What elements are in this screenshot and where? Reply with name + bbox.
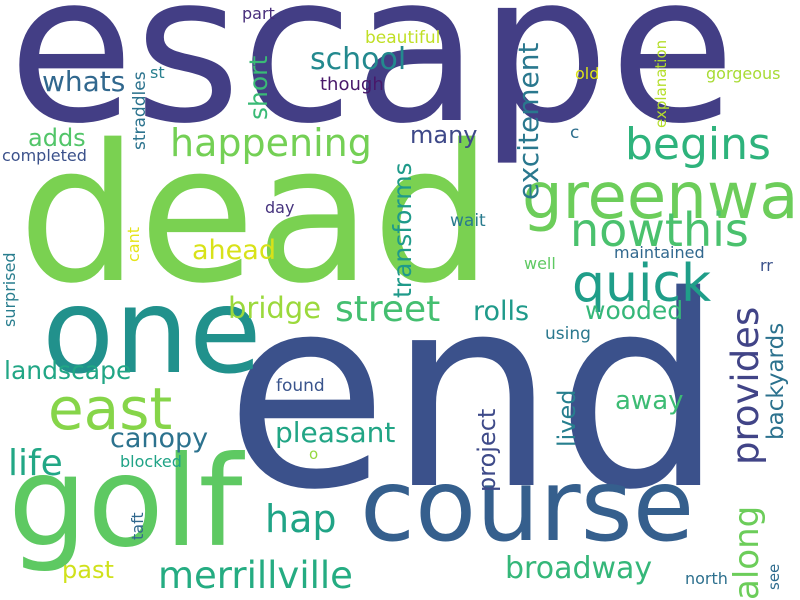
word-excitement: excitement [512,42,545,200]
word-golf: golf [8,430,243,575]
word-provides: provides [724,306,767,465]
word-short: short [244,55,273,120]
word-whats: whats [42,65,126,98]
word-day: day [265,198,295,217]
word-st: st [150,63,165,82]
word-lived: lived [553,389,581,447]
word-begins: begins [625,119,771,170]
word-wooded: wooded [585,296,684,325]
word-completed: completed [2,146,87,165]
word-o: o [309,445,319,463]
word-broadway: broadway [505,551,653,586]
word-taft: taft [128,512,147,540]
word-wait: wait [450,211,486,231]
word-part: part [242,4,275,23]
word-beautiful: beautiful [365,28,441,48]
word-end: end [225,240,725,548]
word-canopy: canopy [110,423,209,454]
word-north: north [685,569,728,588]
word-escape: escape [8,0,736,169]
word-hap: hap [265,497,337,541]
word-well: well [524,254,556,273]
word-many: many [410,121,478,149]
word-using: using [545,324,591,344]
word-transforms: transforms [388,162,417,298]
word-street: street [335,289,441,330]
word-life: life [8,443,63,484]
word-surprised: surprised [0,252,19,327]
word-east: east [48,375,173,443]
word-nowthis: nowthis [570,203,749,257]
word-bridge: bridge [228,291,322,325]
word-school: school [310,42,407,77]
word-quick: quick [572,254,712,314]
word-course: course [360,447,695,564]
word-one: one [42,262,262,400]
word-along: along [727,505,767,600]
word-c: c [570,123,580,143]
word-away: away [615,386,684,416]
word-blocked: blocked [120,452,182,471]
word-backyards: backyards [763,322,789,440]
word-gorgeous: gorgeous [706,64,781,83]
word-explanation: explanation [652,39,670,128]
word-past: past [62,556,114,584]
word-cant: cant [124,226,143,262]
word-ahead: ahead [192,235,276,266]
word-though: though [320,74,384,95]
word-see: see [765,563,783,590]
word-rolls: rolls [473,296,530,327]
word-dead: dead [18,104,493,325]
word-rr: rr [760,256,773,275]
word-landscape: landscape [4,356,132,385]
word-merrillville: merrillville [158,554,353,597]
word-pleasant: pleasant [275,416,396,449]
word-maintained: maintained [614,243,705,262]
word-found: found [276,376,325,396]
word-greenway: greenway [522,160,800,234]
word-old: old [575,64,600,83]
word-happening: happening [170,121,372,165]
word-project: project [473,408,501,492]
word-adds: adds [28,124,86,152]
word-straddles: straddles [130,71,150,150]
